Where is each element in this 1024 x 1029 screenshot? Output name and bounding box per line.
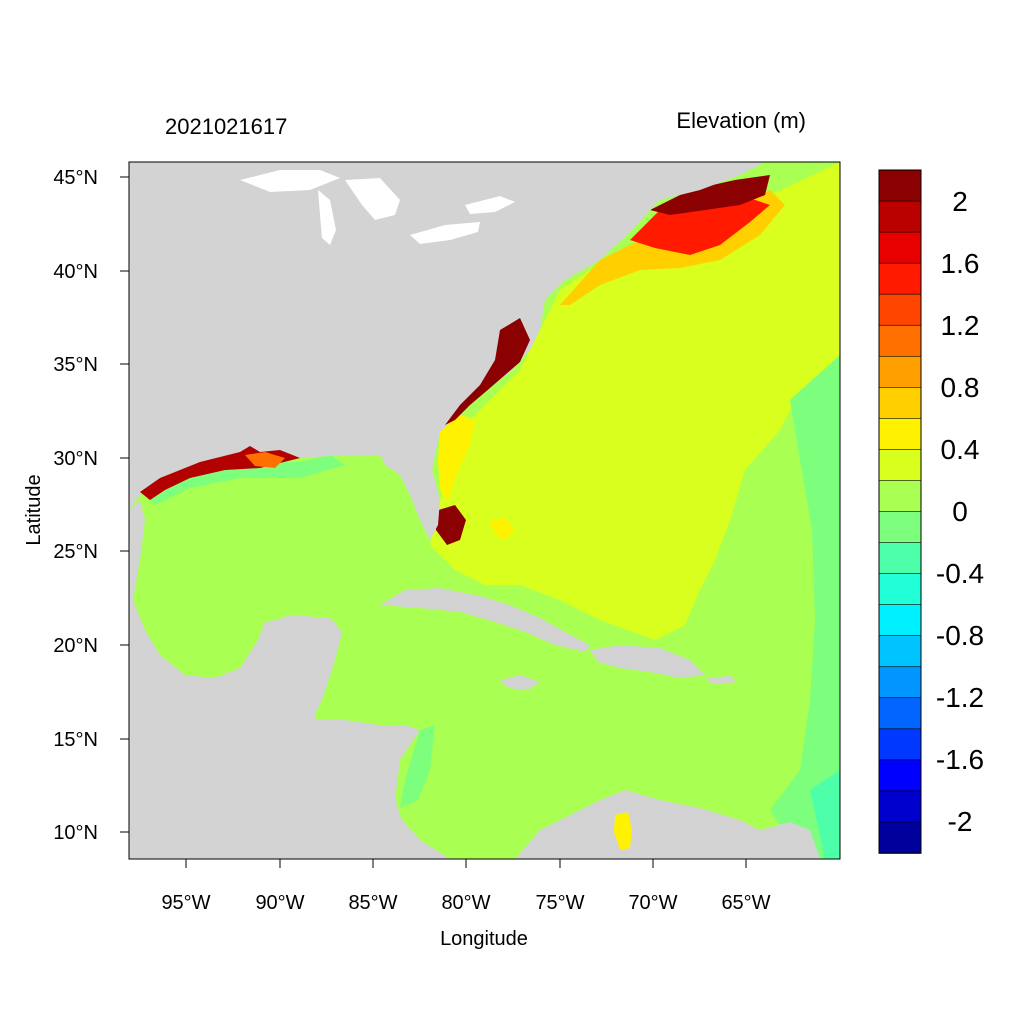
lake-superior xyxy=(240,170,340,192)
colorbar-level-box xyxy=(878,666,922,699)
colorbar-level-box xyxy=(878,635,922,668)
colorbar-level-box xyxy=(878,480,922,513)
y-axis-label: Latitude xyxy=(23,474,45,545)
colorbar-level-box xyxy=(878,511,922,544)
colorbar-level-box xyxy=(878,759,922,792)
colorbar-tick-label: -0.8 xyxy=(936,620,984,651)
colorbar-tick-label: -2 xyxy=(948,806,973,837)
colorbar-level-box xyxy=(878,449,922,482)
lake-erie xyxy=(410,222,480,244)
maracaibo-yellow xyxy=(614,812,632,850)
east-caribbean-cyan xyxy=(810,770,840,859)
y-tick-label: 20°N xyxy=(53,635,98,657)
land-puerto-rico xyxy=(706,676,738,684)
colorbar-level-box xyxy=(878,821,922,854)
colorbar-tick-label: 1.2 xyxy=(941,310,980,341)
colorbar-level-box xyxy=(878,697,922,730)
east-caribbean-green xyxy=(770,355,840,859)
x-tick-label: 95°W xyxy=(161,892,210,914)
y-tick-label: 25°N xyxy=(53,541,98,563)
colorbar-level-box xyxy=(878,293,922,327)
colorbar-tick-label: -1.2 xyxy=(936,682,984,713)
colorbar-tick-label: -0.4 xyxy=(936,558,984,589)
colorbar-level-box xyxy=(878,169,922,202)
colorbar-tick-label: 0 xyxy=(952,496,968,527)
south-florida-anomaly xyxy=(432,505,466,545)
land-cuba xyxy=(380,588,590,652)
timestamp-label: 2021021617 xyxy=(165,114,287,139)
land-central-america xyxy=(129,720,430,859)
x-tick-label: 70°W xyxy=(628,892,677,914)
x-axis-label: Longitude xyxy=(440,928,528,950)
y-tick-label: 15°N xyxy=(53,729,98,751)
lake-michigan xyxy=(318,190,336,245)
colorbar-labels: 2 1.6 1.2 0.8 0.4 0 -0.4 -0.8 -1.2 -1.6 … xyxy=(936,186,984,837)
land-yucatan xyxy=(262,615,342,720)
colorbar-level-box xyxy=(878,262,922,295)
gulf-of-maine-anomaly-dark xyxy=(650,175,770,215)
colorbar-tick-label: 2 xyxy=(952,186,968,217)
east-coast-marsh-anomaly xyxy=(445,318,530,425)
land-florida xyxy=(380,440,440,540)
colorbar-tick-label: -1.6 xyxy=(936,744,984,775)
colorbar xyxy=(878,169,922,854)
y-tick-label: 10°N xyxy=(53,822,98,844)
x-tick-label: 75°W xyxy=(535,892,584,914)
y-axis: 45°N 40°N 35°N 30°N 25°N 20°N 15°N 10°N … xyxy=(23,167,129,844)
colorbar-level-box xyxy=(878,355,922,389)
colorbar-level-box xyxy=(878,790,922,823)
colorbar-level-box xyxy=(878,387,922,420)
colorbar-level-box xyxy=(878,542,922,575)
colorbar-level-box xyxy=(878,418,922,451)
land-jamaica xyxy=(500,675,540,690)
lake-huron xyxy=(345,178,400,220)
colorbar-level-box xyxy=(878,604,922,637)
x-tick-label: 85°W xyxy=(348,892,397,914)
colorbar-level-box xyxy=(878,573,922,606)
colorbar-frame xyxy=(878,169,922,854)
x-tick-label: 90°W xyxy=(255,892,304,914)
y-tick-label: 45°N xyxy=(53,167,98,189)
colorbar-tick-label: 0.4 xyxy=(941,434,980,465)
land-hispaniola xyxy=(590,645,705,678)
colorbar-level-box xyxy=(878,231,922,264)
honduras-coastal-green xyxy=(400,725,435,808)
colorbar-level-box xyxy=(878,324,922,358)
y-tick-label: 35°N xyxy=(53,354,98,376)
colorbar-title: Elevation (m) xyxy=(676,108,806,133)
colorbar-level-box xyxy=(878,728,922,761)
atlantic-positive-anomaly xyxy=(430,162,840,640)
colorbar-tick-label: 0.8 xyxy=(941,372,980,403)
x-tick-label: 65°W xyxy=(721,892,770,914)
florida-coastal-yellow xyxy=(438,415,475,500)
colorbar-level-box xyxy=(878,200,922,233)
x-axis: 95°W 90°W 85°W 80°W 75°W 70°W 65°W Longi… xyxy=(161,859,771,950)
land-south-america xyxy=(515,790,820,859)
louisiana-orange xyxy=(245,452,285,468)
gulf-coastal-green xyxy=(150,455,345,505)
map-panel xyxy=(129,162,840,859)
x-tick-label: 80°W xyxy=(441,892,490,914)
y-tick-label: 40°N xyxy=(53,261,98,283)
bahamas-yellow xyxy=(490,518,515,540)
y-tick-label: 30°N xyxy=(53,448,98,470)
land-north-america xyxy=(129,162,840,512)
lake-ontario xyxy=(465,196,515,214)
colorbar-tick-label: 1.6 xyxy=(941,248,980,279)
map-frame xyxy=(128,161,841,860)
